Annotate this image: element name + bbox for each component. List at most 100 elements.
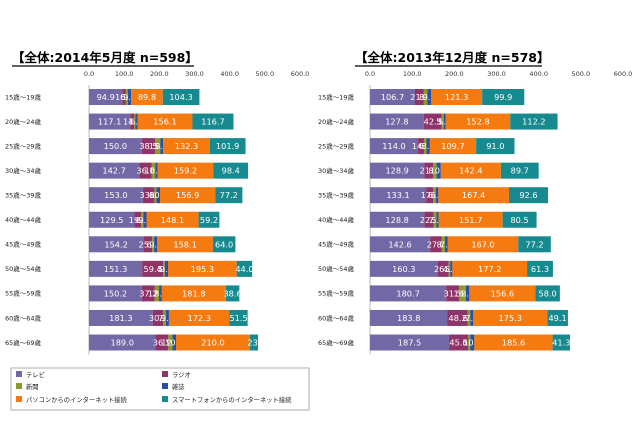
bar-tv [89, 138, 142, 155]
x-tick-label: 100.0 [115, 70, 134, 78]
bar-tv [89, 187, 143, 204]
data-label: 10.0 [165, 338, 183, 348]
bar-newspaper [441, 113, 444, 130]
x-tick-label: 400.0 [529, 70, 548, 78]
data-label: 153.0 [104, 190, 127, 200]
bar-smartphone [482, 89, 525, 105]
bar-radio [414, 89, 424, 105]
bar-radio [155, 334, 169, 351]
bar-magazine [444, 236, 448, 253]
data-label: 48.2 [449, 313, 467, 323]
bar-magazine [466, 285, 470, 302]
data-label: 8.0 [154, 288, 167, 298]
category-label: 30歳～34歳 [5, 166, 42, 175]
data-label: 8.4 [419, 92, 432, 102]
data-label: 10.0 [430, 166, 448, 176]
data-label: 148.1 [161, 215, 184, 225]
data-label: 5.0 [431, 215, 444, 225]
bar-smartphone [502, 211, 537, 228]
bar-smartphone [215, 187, 243, 204]
data-label: 154.2 [104, 239, 127, 249]
category-label: 50歳～54歳 [318, 264, 355, 273]
bar-radio [423, 113, 442, 130]
data-label: 89.7 [511, 166, 529, 176]
bar-tv [89, 211, 135, 228]
legend-swatch-newspaper [16, 383, 22, 389]
data-label: 121.3 [445, 92, 468, 102]
data-label: 23. [247, 338, 260, 348]
bar-smartphone [213, 162, 249, 179]
data-label: 6.7 [130, 117, 143, 127]
bar-smartphone [212, 236, 236, 253]
bar-pc [429, 138, 477, 155]
data-label: 19.5 [129, 215, 147, 225]
data-label: 183.8 [397, 313, 420, 323]
category-label: 65歳～69歳 [318, 338, 355, 347]
bar-magazine [154, 236, 158, 253]
data-label: 133.1 [386, 190, 409, 200]
data-label: 21.1 [420, 166, 438, 176]
data-label: 189.0 [111, 338, 134, 348]
bar-tv [89, 285, 142, 302]
bar-radio [424, 211, 434, 228]
data-label: 150.0 [104, 141, 127, 151]
data-label: 104.3 [169, 92, 192, 102]
bar-newspaper [141, 211, 144, 228]
bar-newspaper [433, 162, 437, 179]
data-label: 4.0 [128, 117, 141, 127]
data-label: 9.5 [160, 264, 173, 274]
data-label: 58.0 [539, 288, 557, 298]
legend-swatch-tv [16, 371, 22, 377]
data-label: 156.1 [153, 117, 176, 127]
data-label: 12.0 [161, 338, 179, 348]
data-label: 160.3 [392, 264, 415, 274]
data-label: 181.8 [182, 288, 205, 298]
bar-magazine [172, 334, 177, 351]
data-label: 11.0 [123, 117, 141, 127]
bar-smartphone [229, 309, 248, 326]
bar-magazine [435, 187, 439, 204]
bar-smartphone [500, 162, 539, 179]
category-label: 35歳～39歳 [318, 191, 355, 200]
bar-radio [143, 236, 153, 253]
bar-magazine [156, 187, 161, 204]
bar-radio [142, 187, 155, 204]
bar-pc [146, 211, 199, 228]
category-label: 15歳～19歳 [318, 92, 355, 101]
bar-tv [370, 285, 447, 302]
data-label: 26.1 [434, 264, 452, 274]
data-label: 6.5 [463, 313, 476, 323]
data-label: 9.2 [138, 215, 151, 225]
bar-newspaper [125, 89, 128, 105]
data-label: 156.6 [491, 288, 514, 298]
bar-tv [89, 334, 156, 351]
bar-magazine [159, 285, 162, 302]
bar-magazine [470, 309, 474, 326]
bar-tv [370, 309, 448, 326]
bar-pc [438, 187, 509, 204]
data-label: 180.7 [396, 288, 419, 298]
data-label: 16.8 [454, 288, 472, 298]
data-label: 14.6 [412, 141, 430, 151]
bar-newspaper [152, 236, 155, 253]
bar-pc [157, 162, 214, 179]
bar-smartphone [192, 113, 234, 130]
bar-pc [163, 138, 210, 155]
data-label: 94.9 [97, 92, 115, 102]
x-tick-label: 0.0 [365, 70, 375, 78]
data-label: 61.3 [531, 264, 549, 274]
data-label: 92.6 [519, 190, 537, 200]
bar-pc [160, 187, 216, 204]
category-label: 55歳～59歳 [5, 289, 42, 298]
bar-tv [89, 309, 153, 326]
bar-radio [141, 285, 155, 302]
data-label: 151.7 [459, 215, 482, 225]
bar-tv [370, 162, 425, 179]
category-label: 45歳～49歳 [318, 240, 355, 249]
bar-newspaper [163, 309, 166, 326]
bar-radio [142, 260, 164, 277]
bar-magazine [165, 309, 169, 326]
bar-tv [370, 236, 431, 253]
bar-newspaper [423, 138, 427, 155]
bar-magazine [443, 113, 446, 130]
